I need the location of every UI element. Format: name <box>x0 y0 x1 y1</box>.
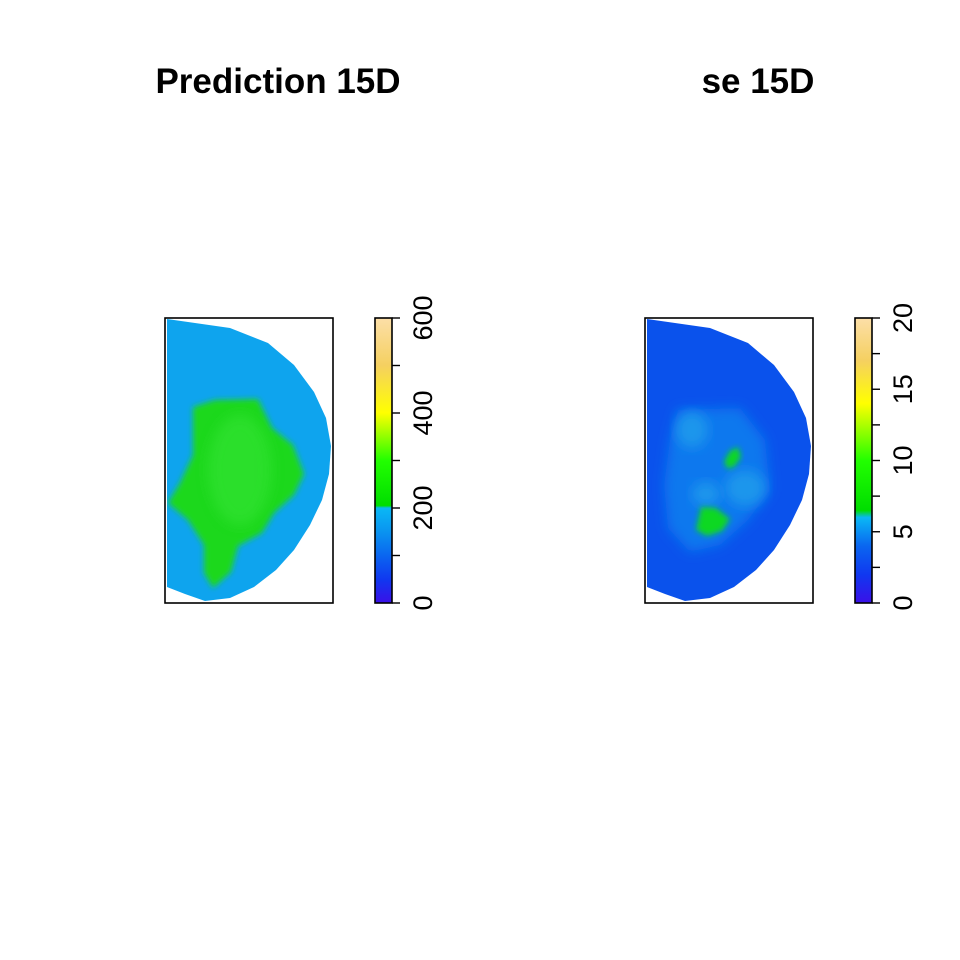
panel-prediction: Prediction 15D 0 200 400 600 <box>155 62 438 611</box>
heatmap-se-core-2 <box>724 447 741 469</box>
colorbar-se-fill <box>855 318 872 603</box>
colorbar-tick-label: 10 <box>888 445 918 475</box>
panel-se: se 15D 0 5 10 15 20 <box>644 62 918 611</box>
colorbar-tick-label: 200 <box>408 485 438 530</box>
colorbar-prediction-fill <box>375 318 392 603</box>
plot-frame-se <box>644 317 814 604</box>
panel-title-se: se 15D <box>702 62 815 101</box>
colorbar-prediction: 0 200 400 600 <box>374 295 438 611</box>
panel-title-prediction: Prediction 15D <box>155 62 400 101</box>
heatmap-se-light-1 <box>676 412 708 448</box>
colorbar-tick-label: 20 <box>888 303 918 333</box>
heatmap-prediction <box>167 319 331 601</box>
heatmap-se <box>647 319 811 601</box>
colorbar-se: 0 5 10 15 20 <box>854 303 918 611</box>
heatmap-se-core-1 <box>696 507 730 536</box>
colorbar-tick-label: 0 <box>888 595 918 610</box>
heatmap-se-light-2 <box>725 470 765 506</box>
colorbar-tick-label: 5 <box>888 524 918 539</box>
colorbar-tick-label: 600 <box>408 295 438 340</box>
heatmap-prediction-core-light <box>208 415 272 525</box>
colorbar-tick-label: 400 <box>408 390 438 435</box>
colorbar-se-ticks: 0 5 10 15 20 <box>872 303 918 611</box>
colorbar-prediction-ticks: 0 200 400 600 <box>392 295 438 611</box>
colorbar-tick-label: 15 <box>888 374 918 404</box>
plot-frame-prediction <box>164 317 334 604</box>
colorbar-tick-label: 0 <box>408 595 438 610</box>
heatmap-se-light-3 <box>692 482 720 506</box>
